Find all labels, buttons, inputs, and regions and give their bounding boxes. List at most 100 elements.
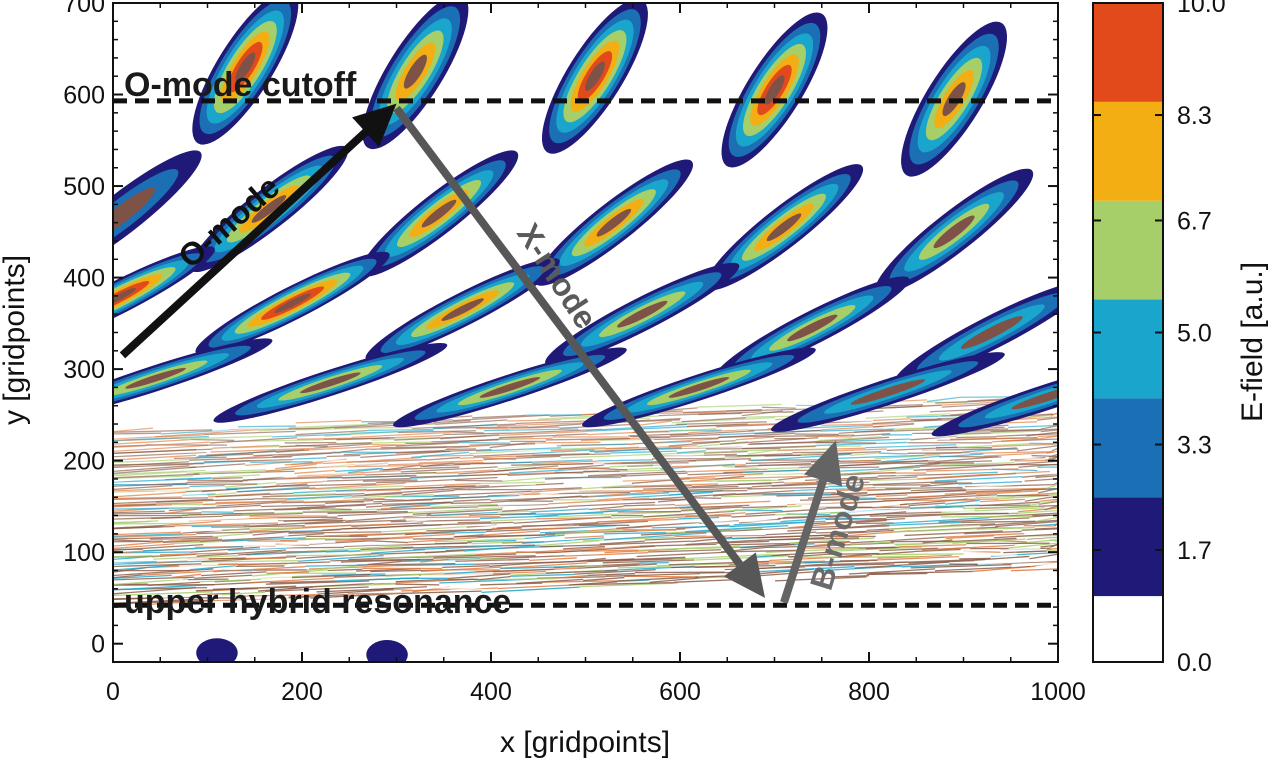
- band-stroke: [154, 487, 227, 493]
- band-stroke: [212, 477, 243, 480]
- band-stroke: [855, 511, 907, 517]
- band-stroke: [113, 533, 183, 537]
- band-stroke: [782, 507, 815, 510]
- band-stroke: [326, 454, 361, 458]
- band-stroke: [940, 462, 1015, 466]
- band-stroke: [191, 438, 235, 441]
- band-stroke: [516, 578, 584, 585]
- band-stroke: [845, 486, 876, 490]
- band-stroke: [729, 542, 790, 546]
- band-stroke: [439, 578, 479, 581]
- band-stroke: [1031, 454, 1058, 458]
- band-stroke: [685, 468, 768, 473]
- band-stroke: [210, 437, 298, 444]
- band-stroke: [869, 555, 960, 561]
- band-stroke: [927, 460, 993, 464]
- band-stroke: [558, 464, 605, 470]
- band-stroke: [479, 515, 559, 520]
- band-stroke: [865, 413, 951, 419]
- band-stroke: [444, 448, 476, 451]
- y-tick-label: 500: [63, 173, 105, 201]
- band-stroke: [777, 514, 856, 520]
- band-stroke: [208, 434, 246, 437]
- band-stroke: [463, 544, 540, 552]
- band-stroke: [113, 498, 214, 505]
- band-stroke: [401, 587, 499, 592]
- band-stroke: [875, 494, 908, 498]
- band-stroke: [970, 428, 1041, 432]
- band-stroke: [436, 469, 494, 474]
- band-stroke: [874, 405, 923, 409]
- field-lobe: [195, 251, 390, 355]
- band-stroke: [974, 555, 1030, 561]
- band-stroke: [847, 519, 887, 524]
- field-lobe: [721, 12, 828, 168]
- band-stroke: [558, 511, 657, 518]
- band-stroke: [834, 575, 870, 578]
- band-stroke: [302, 523, 391, 528]
- band-stroke: [322, 527, 358, 531]
- band-stroke: [480, 582, 543, 586]
- band-stroke: [1008, 424, 1058, 429]
- band-stroke: [288, 423, 368, 429]
- band-stroke: [743, 469, 799, 474]
- band-stroke: [407, 537, 478, 543]
- band-stroke: [740, 543, 796, 549]
- band-stroke: [458, 441, 511, 444]
- band-stroke: [533, 449, 595, 455]
- band-stroke: [501, 562, 588, 569]
- band-stroke: [516, 538, 575, 542]
- band-stroke: [388, 461, 484, 466]
- band-stroke: [572, 520, 648, 526]
- band-stroke: [499, 434, 556, 439]
- band-stroke: [350, 426, 413, 429]
- band-stroke: [158, 517, 250, 523]
- band-stroke: [113, 448, 213, 454]
- band-stroke: [589, 505, 624, 511]
- band-stroke: [207, 492, 237, 497]
- band-stroke: [451, 431, 485, 434]
- band-stroke: [405, 517, 449, 524]
- band-stroke: [237, 486, 310, 493]
- band-stroke: [498, 584, 575, 590]
- band-stroke: [1002, 560, 1057, 565]
- band-stroke: [296, 552, 379, 560]
- band-stroke: [850, 452, 879, 457]
- band-stroke: [554, 529, 623, 536]
- band-stroke: [274, 508, 311, 511]
- contour-ring: [596, 208, 632, 237]
- band-stroke: [453, 498, 491, 502]
- band-stroke: [603, 531, 667, 535]
- band-stroke: [156, 560, 188, 564]
- band-stroke: [548, 497, 650, 505]
- band-stroke: [814, 565, 902, 572]
- band-stroke: [921, 448, 1019, 451]
- band-stroke: [459, 493, 524, 496]
- band-stroke: [678, 516, 720, 520]
- band-stroke: [809, 517, 906, 525]
- band-stroke: [934, 475, 1022, 482]
- band-stroke: [450, 501, 492, 504]
- band-stroke: [655, 567, 743, 572]
- band-stroke: [880, 455, 940, 463]
- band-stroke: [113, 598, 199, 605]
- band-stroke: [598, 459, 654, 462]
- band-stroke: [113, 540, 170, 547]
- band-stroke: [357, 458, 428, 463]
- band-stroke: [493, 570, 546, 575]
- band-stroke: [113, 493, 208, 498]
- field-lobe: [541, 3, 648, 154]
- field-lobe: [113, 246, 215, 350]
- band-stroke: [940, 515, 1033, 518]
- band-stroke: [604, 532, 707, 541]
- band-stroke: [450, 502, 509, 506]
- band-stroke: [113, 506, 217, 510]
- y-tick-label: 200: [63, 448, 105, 476]
- colorbar: 0.0 1.7 3.3 5.0 6.7 8.3 10.0: [1092, 0, 1226, 677]
- band-stroke: [390, 502, 451, 509]
- band-stroke: [483, 530, 540, 536]
- colorbar-tick-label: 1.7: [1177, 537, 1212, 565]
- band-stroke: [959, 557, 991, 560]
- band-stroke: [909, 504, 980, 509]
- band-stroke: [976, 490, 1039, 496]
